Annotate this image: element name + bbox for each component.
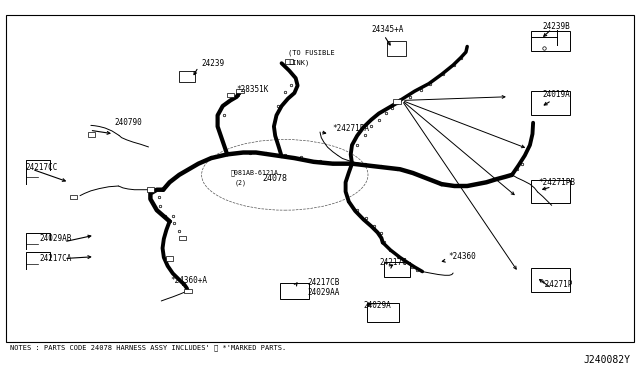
Bar bbox=[393, 99, 401, 104]
Text: 24217C: 24217C bbox=[380, 258, 408, 267]
Text: *24271P: *24271P bbox=[541, 280, 573, 289]
Text: 24019A: 24019A bbox=[543, 90, 571, 99]
Bar bbox=[70, 195, 77, 199]
Text: 24078: 24078 bbox=[262, 174, 288, 183]
Text: 24029A: 24029A bbox=[364, 301, 392, 310]
Bar bbox=[531, 91, 570, 115]
Bar bbox=[147, 187, 154, 192]
Bar bbox=[166, 256, 173, 261]
Bar bbox=[179, 71, 195, 82]
Text: (TO FUSIBLE: (TO FUSIBLE bbox=[288, 49, 335, 56]
Text: ①081AB-6121A: ①081AB-6121A bbox=[230, 170, 278, 176]
Bar bbox=[236, 89, 244, 93]
Bar bbox=[531, 268, 570, 292]
Text: 24345+A: 24345+A bbox=[371, 25, 403, 34]
Bar bbox=[367, 303, 399, 322]
Bar bbox=[531, 31, 570, 51]
Text: J240082Y: J240082Y bbox=[584, 355, 630, 365]
Bar bbox=[179, 236, 186, 240]
Bar bbox=[384, 262, 410, 277]
Text: NOTES : PARTS CODE 24078 HARNESS ASSY INCLUDES' ① *'MARKED PARTS.: NOTES : PARTS CODE 24078 HARNESS ASSY IN… bbox=[10, 344, 286, 351]
Text: 240790: 240790 bbox=[114, 118, 142, 127]
Text: *24360: *24360 bbox=[448, 252, 476, 261]
Text: 24239B: 24239B bbox=[543, 22, 571, 31]
Text: 24217CB: 24217CB bbox=[307, 278, 340, 287]
Text: *24360+A: *24360+A bbox=[170, 276, 207, 285]
Text: 24029AA: 24029AA bbox=[307, 288, 340, 297]
Bar bbox=[184, 289, 192, 293]
Text: 24217CA: 24217CA bbox=[40, 254, 72, 263]
Bar bbox=[531, 180, 570, 203]
Bar bbox=[227, 93, 234, 97]
Text: LINK): LINK) bbox=[288, 60, 309, 67]
Text: *24271PA: *24271PA bbox=[333, 124, 370, 133]
Text: (2): (2) bbox=[235, 179, 247, 186]
Bar bbox=[285, 59, 293, 64]
Bar bbox=[280, 283, 309, 299]
Text: *28351K: *28351K bbox=[237, 85, 269, 94]
Bar bbox=[387, 41, 406, 56]
Text: 24239: 24239 bbox=[202, 59, 225, 68]
Text: 24217CC: 24217CC bbox=[26, 163, 58, 172]
Text: 24029AB: 24029AB bbox=[40, 234, 72, 243]
Bar bbox=[88, 132, 95, 137]
Text: *24271PB: *24271PB bbox=[538, 178, 575, 187]
